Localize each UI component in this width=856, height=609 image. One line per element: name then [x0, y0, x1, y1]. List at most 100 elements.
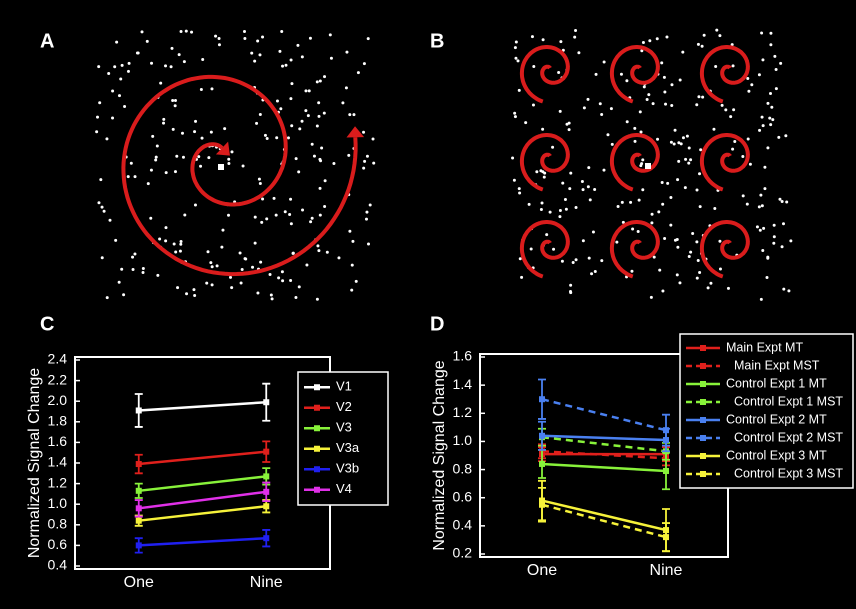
dot — [275, 136, 279, 140]
dot — [315, 124, 319, 128]
dot — [763, 187, 767, 191]
legend-marker — [314, 486, 320, 493]
dot — [301, 208, 305, 212]
y-tick-label: 1.4 — [453, 376, 473, 392]
dot — [593, 270, 597, 274]
dot — [270, 297, 274, 301]
dot — [571, 261, 575, 265]
dot — [348, 229, 352, 233]
dot — [184, 29, 188, 33]
dot — [244, 257, 248, 261]
dot — [154, 158, 158, 162]
spiral — [519, 133, 570, 192]
dot — [315, 80, 319, 84]
series-line — [541, 499, 667, 532]
y-axis-label: Normalized Signal Change — [431, 360, 448, 550]
dot — [107, 72, 111, 76]
panel-label: A — [40, 30, 54, 52]
dot — [768, 116, 772, 120]
dot — [239, 281, 243, 285]
spiral — [121, 74, 358, 277]
dot — [574, 206, 578, 210]
dot — [672, 142, 676, 146]
legend-marker — [700, 381, 706, 387]
dot — [243, 37, 247, 41]
y-tick-label: 0.8 — [48, 516, 68, 532]
dot — [173, 170, 177, 174]
dot — [769, 31, 773, 35]
dot — [119, 77, 123, 81]
dot — [220, 245, 224, 249]
dot — [625, 79, 629, 83]
dot — [317, 249, 321, 253]
dot — [662, 75, 666, 79]
dot — [652, 255, 656, 259]
point — [263, 448, 270, 455]
dot — [715, 28, 719, 32]
dot — [765, 275, 769, 279]
dot — [164, 239, 168, 243]
dot — [217, 36, 221, 40]
dot — [300, 55, 304, 59]
dot — [709, 281, 713, 285]
legend-box — [679, 333, 854, 489]
y-tick-label: 1.0 — [453, 432, 473, 448]
dot — [286, 136, 290, 140]
dot — [724, 108, 728, 112]
series-line — [138, 536, 267, 547]
dot — [761, 58, 765, 62]
dot — [173, 98, 177, 102]
legend-marker — [700, 435, 706, 441]
dot — [642, 85, 646, 89]
dot — [666, 181, 670, 185]
dot — [648, 39, 652, 43]
dot — [256, 291, 260, 295]
dot — [746, 137, 750, 141]
point — [135, 542, 142, 549]
dot — [170, 46, 174, 50]
dot — [766, 256, 770, 260]
dot — [257, 177, 261, 181]
dot — [159, 81, 163, 85]
dot — [150, 61, 154, 65]
dot — [337, 256, 341, 260]
dot — [729, 115, 733, 119]
dot — [172, 242, 176, 246]
point — [135, 505, 142, 512]
dot — [784, 134, 788, 138]
dot — [616, 205, 620, 209]
dot — [689, 158, 693, 162]
dot — [731, 147, 735, 151]
x-tick-label: One — [527, 562, 557, 579]
legend-marker — [700, 471, 706, 477]
series-line — [541, 462, 667, 473]
y-tick-label: 0.4 — [48, 557, 68, 573]
dot — [284, 63, 288, 67]
spiral — [699, 220, 750, 279]
dot — [750, 83, 754, 87]
dot — [636, 229, 640, 233]
dot — [171, 99, 175, 103]
dot — [698, 205, 702, 209]
dot — [100, 205, 104, 209]
dot — [145, 39, 149, 43]
dot — [133, 252, 137, 256]
spiral — [609, 133, 660, 192]
stimuli — [95, 28, 793, 301]
dot — [787, 289, 791, 293]
dot — [580, 180, 584, 184]
dot — [348, 113, 352, 117]
dot — [661, 202, 665, 206]
dot — [520, 275, 524, 279]
dot — [318, 79, 322, 83]
dot — [162, 117, 166, 121]
dot — [122, 293, 126, 297]
panel-label: D — [430, 313, 444, 335]
dot — [193, 294, 197, 298]
dot — [365, 210, 369, 214]
dot — [594, 72, 598, 76]
dot — [524, 121, 528, 125]
dot — [291, 251, 295, 255]
dot — [757, 205, 761, 209]
dot — [630, 269, 634, 273]
